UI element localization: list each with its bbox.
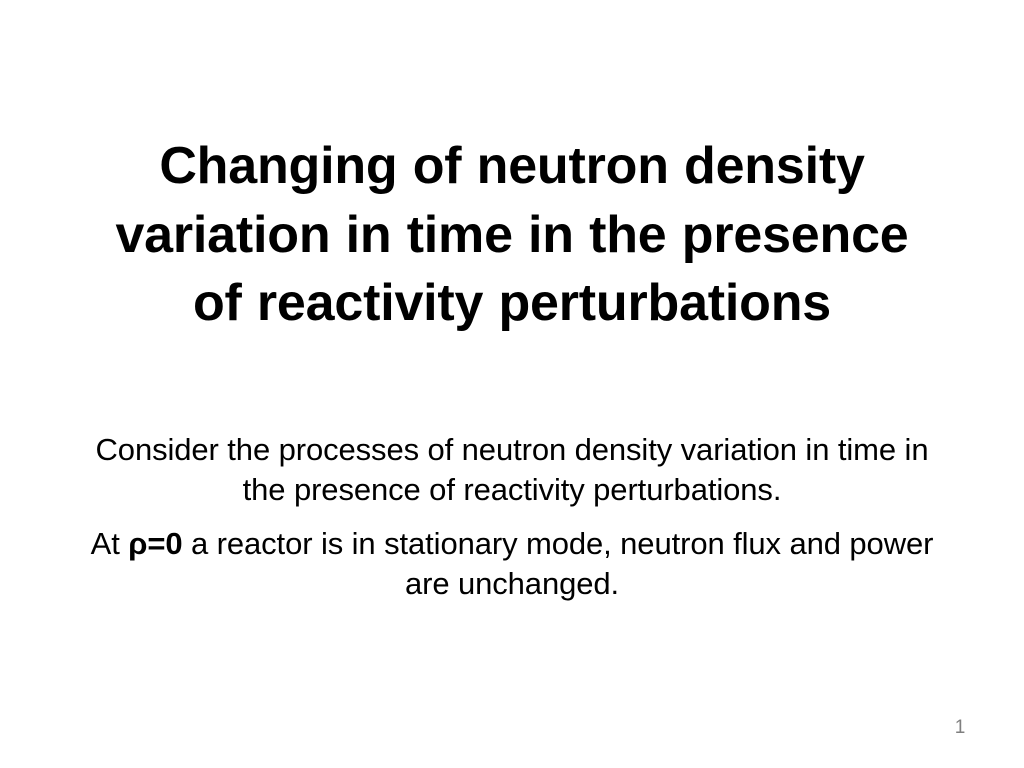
- body-paragraph-1: Consider the processes of neutron densit…: [95, 432, 929, 508]
- page-title: Changing of neutron density variation in…: [115, 137, 909, 333]
- body-paragraph-2-after: a reactor is in stationary mode, neutron…: [182, 525, 934, 601]
- body-placeholder: Consider the processes of neutron densit…: [72, 430, 952, 604]
- reactivity-value-emphasis: ρ=0: [128, 525, 183, 561]
- body-paragraph-2-before: At: [90, 525, 129, 561]
- slide-number: 1: [954, 717, 966, 738]
- title-placeholder: Changing of neutron density variation in…: [102, 132, 922, 338]
- body-paragraph-2: At ρ=0 a reactor is in stationary mode, …: [72, 524, 952, 605]
